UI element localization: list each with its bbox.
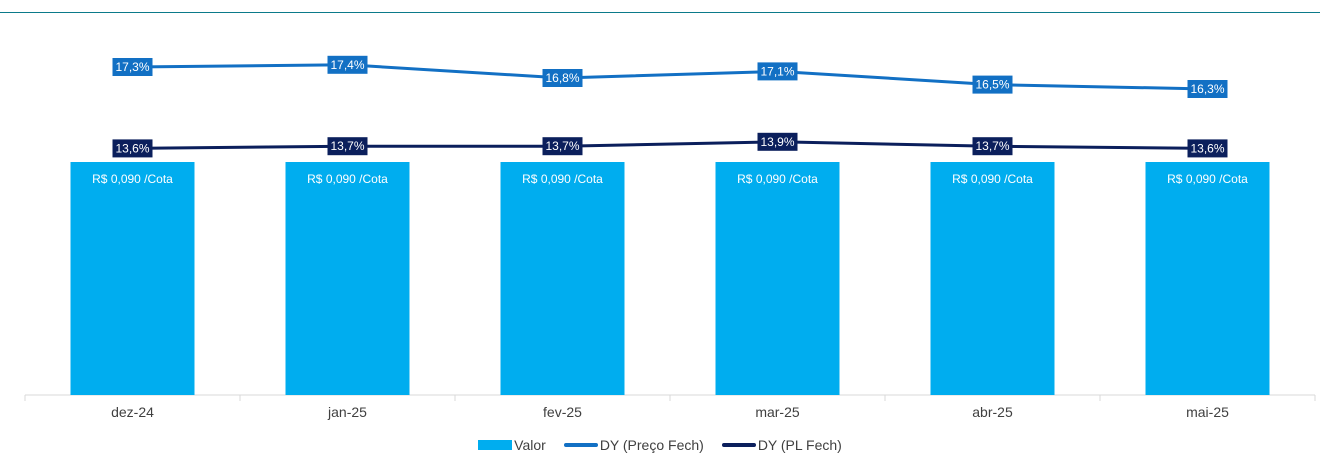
legend-swatch-dy-pl — [721, 443, 756, 447]
legend-item-dy-pl: DY (PL Fech) — [721, 437, 842, 453]
series-line-1 — [132, 140, 1208, 150]
point-label-box — [327, 137, 368, 156]
bar-valor — [500, 162, 625, 395]
bar-label: R$ 0,090 /Cota — [1167, 172, 1248, 186]
legend-label-dy-pl: DY (PL Fech) — [757, 437, 842, 453]
point-label: 13,7% — [975, 139, 1009, 153]
point-label-group: 17,4% — [327, 55, 368, 74]
top-rule — [0, 12, 1320, 13]
bar-label: R$ 0,090 /Cota — [522, 172, 603, 186]
x-tick-label: abr-25 — [972, 404, 1013, 420]
x-tick-label: fev-25 — [543, 404, 582, 420]
point-label: 16,5% — [975, 78, 1009, 92]
x-tick-label: jan-25 — [327, 404, 367, 420]
point-label-box — [327, 55, 368, 74]
point-label-box — [757, 132, 798, 151]
point-label: 13,7% — [330, 139, 364, 153]
bar-valor — [1145, 162, 1270, 395]
point-label: 17,1% — [760, 64, 794, 78]
legend-swatch-valor — [478, 440, 513, 450]
point-label-group: 13,7% — [327, 137, 368, 156]
point-label-group: 13,7% — [972, 137, 1013, 156]
bar-label: R$ 0,090 /Cota — [307, 172, 388, 186]
x-tick-label: dez-24 — [111, 404, 154, 420]
point-label-group: 16,8% — [542, 69, 583, 87]
legend-swatch-dy-preco — [563, 443, 598, 447]
point-label-box — [112, 139, 153, 158]
series-line-0 — [132, 63, 1208, 91]
point-label-box — [542, 137, 583, 156]
bar-valor — [285, 162, 410, 395]
point-label-group: 13,6% — [1187, 139, 1228, 158]
point-label: 13,9% — [760, 135, 794, 149]
point-label-group: 13,9% — [757, 132, 798, 151]
combo-chart: R$ 0,090 /Cota R$ 0,090 /Cota R$ 0,090 /Co… — [24, 55, 1316, 420]
point-label: 16,8% — [545, 71, 579, 85]
point-label-group: 13,6% — [112, 139, 153, 158]
point-label-box — [757, 62, 798, 81]
legend-label-dy-preco: DY (Preço Fech) — [599, 437, 704, 453]
legend: Valor DY (Preço Fech) DY (PL Fech) — [0, 437, 1320, 453]
x-tick-label: mai-25 — [1186, 404, 1229, 420]
point-label-box — [972, 137, 1013, 156]
bar-valor — [715, 162, 840, 395]
legend-label-valor: Valor — [514, 437, 546, 453]
point-label-box — [1187, 139, 1228, 158]
bar-valor — [930, 162, 1055, 395]
point-label: 13,7% — [545, 139, 579, 153]
point-label: 13,6% — [115, 141, 149, 155]
bar-label: R$ 0,090 /Cota — [737, 172, 818, 186]
point-label-box — [1187, 80, 1228, 98]
legend-item-dy-preco: DY (Preço Fech) — [563, 437, 704, 453]
point-label: 17,3% — [115, 60, 149, 74]
bar-valor — [70, 162, 195, 395]
point-label: 16,3% — [1190, 82, 1224, 96]
point-label-group: 17,3% — [112, 58, 153, 76]
point-label: 17,4% — [330, 58, 364, 72]
point-label-box — [112, 58, 153, 76]
point-label-group: 17,1% — [757, 62, 798, 81]
point-label-group: 13,7% — [542, 137, 583, 156]
point-label: 13,6% — [1190, 141, 1224, 155]
point-label-group: 16,3% — [1187, 80, 1228, 98]
legend-item-valor: Valor — [478, 437, 546, 453]
bar-label: R$ 0,090 /Cota — [92, 172, 173, 186]
point-label-group: 16,5% — [972, 75, 1013, 94]
x-tick-label: mar-25 — [755, 404, 800, 420]
point-label-box — [542, 69, 583, 87]
bar-label: R$ 0,090 /Cota — [952, 172, 1033, 186]
point-label-box — [972, 75, 1013, 94]
